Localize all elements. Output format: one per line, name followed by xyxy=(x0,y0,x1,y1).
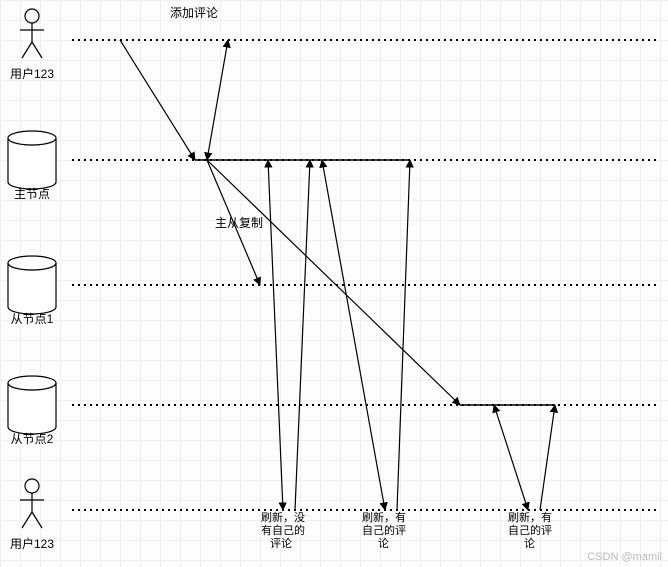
arrow-q1-up xyxy=(295,160,310,510)
actor-user_top xyxy=(20,9,44,58)
lane-label-user_bot: 用户123 xyxy=(10,536,54,551)
label-refresh_has_self1_2: 自己的评 xyxy=(362,523,406,537)
lane-label-user_top: 用户123 xyxy=(10,66,54,81)
label-refresh_no_self_2: 有自己的 xyxy=(261,523,305,537)
cylinder-master xyxy=(8,131,56,189)
label-refresh_has_self2_3: 论 xyxy=(524,536,535,550)
lane-label-master: 主节点 xyxy=(14,187,50,201)
label-refresh_has_self1_3: 论 xyxy=(378,536,389,550)
arrow-q2-up xyxy=(397,160,410,510)
arrow-master-back-user xyxy=(207,40,228,160)
diagram-svg: 用户123 主节点从节点1 从节点2 用户123 添加评论主从复制刷新，没有自己的评论 刷… xyxy=(0,0,668,567)
watermark: CSDN @mamil xyxy=(587,551,662,563)
arrow-q2-down xyxy=(322,160,385,510)
arrow-q1-down xyxy=(268,160,283,510)
label-refresh_has_self2_1: 刷新，有 xyxy=(508,510,552,524)
label-refresh_no_self_3: 评论 xyxy=(270,536,292,550)
arrow-master-to-slave2 xyxy=(207,160,460,405)
actor-user_bot xyxy=(20,479,44,528)
cylinder-slave2 xyxy=(8,376,56,434)
label-replication: 主从复制 xyxy=(215,216,263,230)
arrow-user-to-master xyxy=(120,40,195,160)
cylinder-slave1 xyxy=(8,256,56,314)
lane-label-slave1: 从节点1 xyxy=(11,312,54,326)
label-add_comment: 添加评论 xyxy=(170,6,218,20)
label-refresh_has_self2_2: 自己的评 xyxy=(508,523,552,537)
arrow-q3-down xyxy=(494,405,528,510)
label-refresh_has_self1_1: 刷新，有 xyxy=(362,510,406,524)
lane-label-slave2: 从节点2 xyxy=(11,432,54,446)
arrow-q3-up xyxy=(540,405,555,510)
label-refresh_no_self_1: 刷新，没 xyxy=(261,510,305,524)
